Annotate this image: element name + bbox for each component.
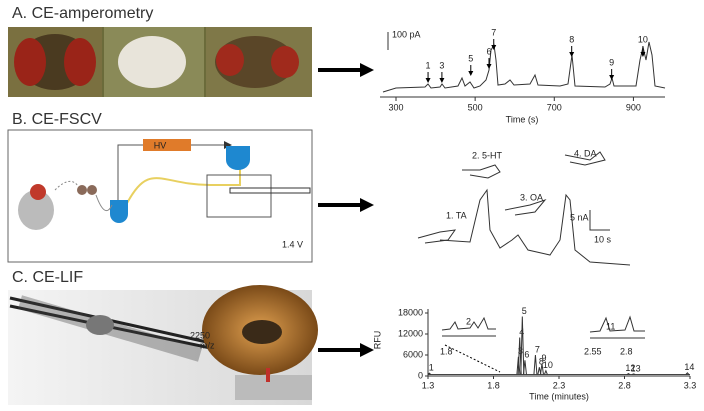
peak-label: 9 [609,57,614,67]
peak-arrowhead [486,64,492,69]
y-axis-label: RFU [372,331,382,350]
mz-value: 2250 [190,330,210,340]
peak-label: 7 [491,27,496,37]
panel-title: B. CE-FSCV [12,111,102,128]
peak [533,354,538,375]
x-tick-label: 1.8 [487,380,500,390]
peak-label: 12 [625,363,635,373]
inset-tick-label: 2.55 [584,346,602,356]
arrow [318,198,374,212]
inset-peak-label: 11 [606,321,615,331]
x-tick-label: 700 [547,102,562,112]
x-axis-label: Time (s) [506,114,539,124]
y-tick-label: 0 [418,370,423,380]
peak [427,372,432,375]
x-tick-label: 3.3 [684,380,697,390]
voltage-label: 1.4 V [282,239,303,249]
peak-arrowhead [425,78,431,83]
panel-title: A. CE-amperometry [12,5,153,22]
fscv-traces [417,151,631,266]
trace [382,41,666,93]
peak-label: 14 [684,362,694,372]
peak-label: 10 [638,34,648,44]
peak-arrowhead [468,71,474,76]
analyte-label: 4. DA [574,148,597,158]
peak [516,356,521,375]
analyte-label: 2. 5-HT [472,150,503,160]
peak-arrowhead [491,45,497,50]
analyte-label: 3. OA [520,192,543,202]
inset-tick-label: 2.8 [620,346,633,356]
x-tick-label: 2.8 [618,380,631,390]
inset-tick-label: 1.8 [440,346,453,356]
peak-label: 13 [631,363,641,373]
peak-label: 5 [468,53,473,63]
arrow [318,343,374,357]
peak-label: 8 [539,357,544,367]
setup-photo [8,285,318,405]
y-tick-label: 12000 [398,328,423,338]
x-tick-label: 900 [626,102,641,112]
scale-label: 100 pA [392,29,421,39]
x-tick-label: 300 [388,102,403,112]
x-axis-label: Time (minutes) [529,391,589,401]
hv-label: HV [154,140,167,150]
peak-label: 8 [569,34,574,44]
scale-label: 5 nA [570,212,589,222]
peak [631,373,636,375]
peak [520,316,525,375]
x-tick-label: 1.3 [422,380,435,390]
scale-label: 10 s [594,234,612,244]
peak-label: 1 [429,363,434,373]
peak [539,363,544,375]
mz-unit: m/z [200,340,215,350]
insets [441,315,645,373]
peak [626,372,631,375]
chart-a: 300 500 700 900 1 3 5 67 8 9 10 [388,27,647,112]
setup-diagram [7,129,313,263]
panel-title: C. CE-LIF [12,269,83,286]
arrow [318,63,374,77]
peak [543,369,548,375]
peak-arrowhead [640,52,646,57]
peak-arrowhead [439,78,445,83]
inset-peak-label: 2 [466,316,471,326]
peak [685,372,690,375]
peak-label: 1 [426,60,431,70]
peak-arrowhead [609,75,615,80]
x-tick-label: 2.3 [553,380,566,390]
peak-label: 6 [486,46,491,56]
peak [522,360,527,375]
peak-arrowhead [569,52,575,57]
peak-label: 9 [541,353,546,363]
y-tick-label: 6000 [403,349,423,359]
peak-label: 5 [522,306,527,316]
y-tick-label: 18000 [398,307,423,317]
peak-label: 7 [535,344,540,354]
photo-strip [8,27,312,97]
analyte-label: 1. TA [446,210,467,220]
peak-label: 10 [543,360,553,370]
peak-label: 6 [524,350,529,360]
x-tick-label: 500 [468,102,483,112]
peak-label: 3 [439,60,444,70]
